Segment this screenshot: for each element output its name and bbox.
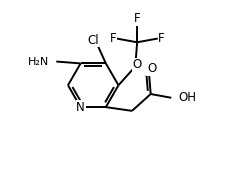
Text: F: F: [158, 32, 165, 45]
Text: OH: OH: [179, 91, 197, 104]
Text: O: O: [132, 58, 142, 71]
Text: H₂N: H₂N: [28, 57, 49, 67]
Text: O: O: [147, 62, 156, 75]
Text: F: F: [110, 32, 116, 45]
Text: F: F: [134, 12, 140, 25]
Text: N: N: [76, 101, 85, 114]
Text: Cl: Cl: [87, 33, 99, 46]
